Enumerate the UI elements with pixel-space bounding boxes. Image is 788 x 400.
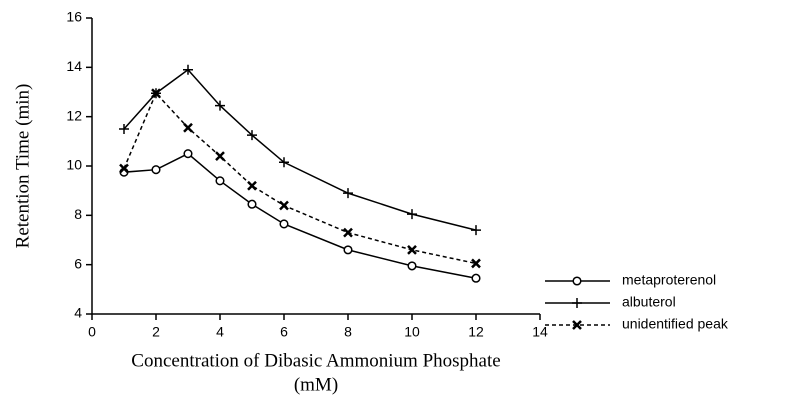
marker — [247, 199, 257, 209]
y-tick-label: 16 — [66, 9, 82, 25]
y-tick-label: 10 — [66, 157, 82, 173]
x-tick-label: 4 — [216, 324, 224, 340]
legend-label: albuterol — [622, 294, 676, 310]
marker — [471, 273, 481, 283]
x-tick-label: 8 — [344, 324, 352, 340]
marker — [407, 209, 417, 220]
marker — [407, 261, 417, 271]
y-tick-label: 6 — [74, 255, 82, 271]
marker — [215, 176, 225, 186]
marker — [183, 149, 193, 159]
marker — [215, 151, 225, 162]
x-tick-label: 12 — [468, 324, 484, 340]
series-line — [123, 68, 477, 231]
marker — [183, 64, 193, 75]
marker — [279, 157, 289, 168]
x-tick-label: 14 — [532, 324, 548, 340]
marker — [119, 163, 129, 174]
y-tick-label: 12 — [66, 107, 82, 123]
y-tick-label: 8 — [74, 206, 82, 222]
x-axis-label: (mM) — [294, 374, 338, 395]
series-line — [123, 91, 477, 265]
marker — [471, 225, 481, 236]
y-tick-label: 4 — [74, 305, 82, 321]
y-axis-label: Retention Time (min) — [12, 84, 33, 249]
x-tick-label: 6 — [280, 324, 288, 340]
legend-label: unidentified peak — [622, 316, 729, 332]
legend-marker — [572, 276, 582, 286]
marker — [119, 124, 129, 134]
legend-label: metaproterenol — [622, 272, 716, 288]
marker — [279, 200, 289, 211]
marker — [407, 244, 417, 255]
y-tick-label: 14 — [66, 58, 82, 74]
legend-marker — [572, 320, 582, 330]
x-tick-label: 10 — [404, 324, 420, 340]
legend-marker — [572, 298, 582, 308]
marker — [183, 122, 193, 133]
marker — [471, 258, 481, 269]
marker — [151, 165, 161, 175]
x-tick-label: 2 — [152, 324, 160, 340]
marker — [343, 227, 353, 238]
x-axis-label: Concentration of Dibasic Ammonium Phosph… — [131, 350, 500, 371]
marker — [247, 130, 257, 141]
marker — [279, 219, 289, 229]
marker — [343, 245, 353, 255]
marker — [343, 188, 353, 199]
x-tick-label: 0 — [88, 324, 96, 340]
series-line — [123, 152, 477, 279]
marker — [215, 100, 225, 111]
marker — [247, 180, 257, 191]
marker — [151, 88, 161, 99]
